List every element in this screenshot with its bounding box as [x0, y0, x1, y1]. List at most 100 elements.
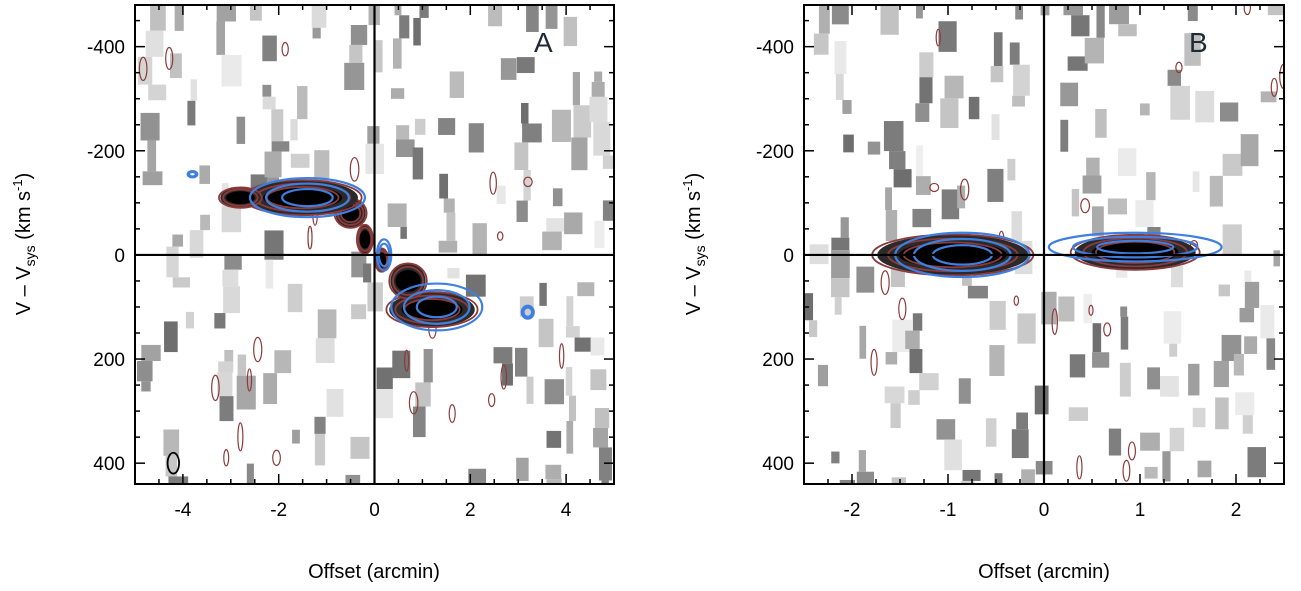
- panel-b-ylabel-sub: sys: [692, 245, 708, 266]
- noise-streak: [326, 388, 344, 417]
- noise-streak: [1108, 428, 1122, 456]
- noise-streak: [1009, 42, 1020, 65]
- noise-streak: [909, 349, 923, 374]
- noise-streak: [222, 269, 239, 287]
- noise-streak: [137, 361, 153, 382]
- noise-contour: [223, 448, 230, 467]
- noise-contour: [935, 28, 941, 47]
- noise-streak: [392, 350, 411, 379]
- noise-streak: [936, 419, 956, 440]
- noise-streak: [1171, 265, 1184, 288]
- noise-streak: [813, 33, 829, 55]
- noise-streak: [472, 223, 487, 256]
- x-tick-label: -2: [270, 500, 287, 521]
- panel-a-ylabel-main: V – V: [13, 266, 35, 316]
- noise-streak: [1071, 188, 1080, 217]
- noise-streak: [1067, 56, 1088, 71]
- y-tick-label: 200: [762, 350, 794, 371]
- model-contour: [281, 187, 334, 208]
- noise-streak: [446, 212, 456, 241]
- noise-streak: [593, 122, 611, 156]
- noise-streak: [465, 274, 486, 297]
- emission-contour: [1069, 233, 1201, 271]
- noise-streak: [1160, 375, 1179, 397]
- noise-streak: [1260, 305, 1275, 339]
- panel-b-ylabel-exp: -1: [680, 179, 695, 191]
- noise-streak: [523, 170, 531, 201]
- model-contour: [415, 295, 458, 319]
- noise-streak: [885, 352, 898, 365]
- noise-streak: [1233, 353, 1244, 376]
- noise-streak: [593, 427, 609, 448]
- noise-streak: [1086, 157, 1100, 176]
- noise-contour: [272, 449, 281, 467]
- noise-streak: [166, 246, 179, 278]
- noise-streak: [817, 364, 828, 387]
- noise-streak: [350, 436, 370, 459]
- model-contour: [264, 182, 350, 213]
- noise-streak: [1266, 338, 1276, 370]
- noise-contour: [1122, 459, 1131, 482]
- noise-streak: [1169, 427, 1185, 452]
- noise-streak: [1015, 5, 1024, 20]
- panel-a: -4 -2 0 2 4 -400 -200 0 200 400 A Offset (arcmin)…: [10, 4, 615, 583]
- noise-streak: [601, 480, 609, 484]
- noise-streak: [387, 203, 407, 227]
- noise-streak: [423, 348, 433, 383]
- noise-streak: [363, 263, 372, 283]
- noise-streak: [414, 118, 426, 135]
- noise-streak: [1007, 158, 1016, 181]
- noise-streak: [1063, 5, 1084, 16]
- noise-streak: [912, 313, 923, 331]
- noise-streak: [564, 212, 583, 235]
- noise-streak: [960, 480, 975, 484]
- noise-streak: [944, 75, 964, 99]
- x-tick-label: -1: [940, 500, 957, 521]
- model-contour: [390, 282, 484, 332]
- noise-contour: [523, 176, 533, 188]
- noise-streak: [413, 17, 421, 46]
- noise-streak: [468, 123, 484, 153]
- noise-streak: [589, 96, 608, 123]
- noise-streak: [1239, 307, 1255, 323]
- noise-streak: [834, 297, 842, 315]
- noise-streak: [1218, 284, 1231, 297]
- noise-streak: [514, 142, 529, 171]
- noise-streak: [840, 217, 849, 238]
- noise-streak: [412, 147, 424, 180]
- noise-contour: [870, 348, 878, 376]
- noise-streak: [1222, 224, 1242, 256]
- noise-streak: [1197, 460, 1212, 478]
- noise-streak: [1146, 172, 1156, 201]
- noise-streak: [1187, 5, 1198, 22]
- noise-streak: [145, 30, 164, 57]
- noise-streak: [831, 237, 850, 251]
- x-tick-label: 0: [369, 500, 380, 521]
- noise-streak: [526, 5, 539, 32]
- noise-streak: [1163, 311, 1182, 344]
- noise-streak: [216, 5, 236, 22]
- noise-streak: [968, 96, 980, 120]
- noise-streak: [577, 282, 595, 297]
- model-contour: [1096, 239, 1175, 255]
- noise-streak: [314, 433, 326, 466]
- noise-streak: [264, 151, 282, 178]
- noise-streak: [1195, 90, 1215, 123]
- noise-streak: [262, 96, 276, 110]
- noise-streak: [809, 320, 818, 338]
- model-contour: [402, 289, 471, 325]
- noise-streak: [290, 153, 310, 168]
- model-contour: [522, 306, 534, 318]
- panel-b-xlabel: Offset (arcmin): [978, 561, 1110, 583]
- noise-streak: [493, 347, 513, 364]
- model-contour: [187, 170, 198, 178]
- noise-streak: [545, 464, 562, 480]
- noise-streak: [141, 344, 161, 362]
- y-tick-label: -200: [87, 142, 125, 163]
- noise-streak: [1135, 200, 1154, 228]
- emission-contour: [222, 188, 259, 207]
- emission-core: [263, 186, 343, 209]
- noise-streak: [1170, 85, 1190, 120]
- noise-streak: [526, 376, 534, 404]
- noise-contour: [211, 374, 220, 402]
